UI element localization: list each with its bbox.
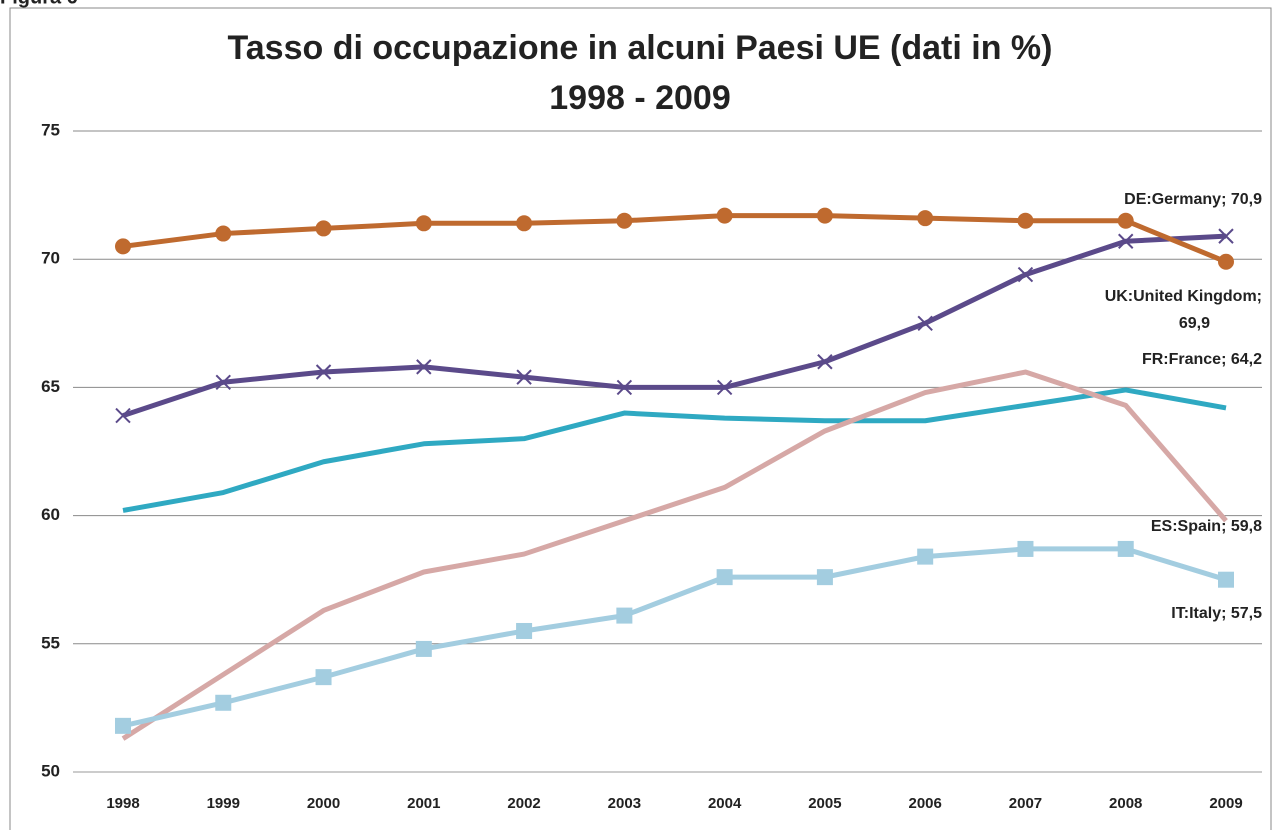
y-tick-label: 60: [41, 505, 60, 524]
marker: [917, 210, 934, 227]
marker: [716, 379, 733, 396]
marker: [215, 225, 232, 242]
marker: [415, 215, 432, 232]
data-label-line: 69,9: [1179, 315, 1210, 332]
marker: [315, 220, 332, 237]
x-tick-label: 2008: [1109, 795, 1142, 812]
marker: [1117, 212, 1134, 229]
marker: [1218, 253, 1234, 270]
marker: [917, 548, 934, 565]
series-line: [122, 233, 1227, 418]
marker: [716, 569, 733, 586]
y-tick-label: 50: [41, 761, 60, 780]
data-label: FR:France; 64,2: [1142, 351, 1262, 368]
marker: [616, 607, 633, 624]
marker: [1118, 233, 1134, 249]
marker: [616, 212, 633, 229]
marker: [1218, 571, 1234, 588]
x-tick-label: 2009: [1209, 795, 1242, 812]
marker: [315, 364, 332, 380]
marker: [215, 694, 232, 711]
marker: [1017, 266, 1034, 283]
x-tick-label: 1998: [106, 795, 139, 812]
x-tick-label: 1999: [207, 795, 240, 812]
chart-frame: [9, 7, 1272, 830]
marker: [516, 622, 533, 639]
x-tick-label: 2004: [708, 795, 742, 812]
marker: [416, 359, 432, 375]
marker: [816, 569, 833, 586]
x-tick-label: 2001: [407, 795, 440, 812]
x-tick-label: 2000: [307, 795, 340, 812]
y-tick-label: 70: [41, 249, 60, 268]
marker: [516, 369, 532, 385]
x-tick-label: 2007: [1009, 795, 1042, 812]
data-label: UK:United Kingdom; 69,9: [1105, 288, 1262, 332]
marker: [115, 238, 131, 255]
marker: [1218, 228, 1234, 244]
marker: [1017, 540, 1034, 557]
data-label: DE:Germany; 70,9: [1124, 191, 1262, 208]
series-line: [122, 387, 1227, 513]
marker: [917, 315, 933, 332]
chart-subtitle: 1998 - 2009: [549, 79, 731, 117]
x-tick-label: 2002: [507, 795, 540, 812]
series-line: [122, 546, 1227, 729]
chart-title: Tasso di occupazione in alcuni Paesi UE …: [228, 29, 1053, 67]
figure-label: Figura 6: [0, 0, 78, 8]
data-label: ES:Spain; 59,8: [1151, 518, 1262, 535]
y-tick-label: 75: [41, 120, 60, 139]
series-line: [121, 369, 1228, 741]
marker: [315, 669, 332, 686]
marker: [817, 354, 833, 370]
marker: [716, 207, 733, 224]
data-label: IT:Italy; 57,5: [1171, 605, 1262, 622]
marker: [215, 374, 231, 390]
marker: [616, 379, 633, 396]
marker: [415, 640, 432, 657]
data-label-line: UK:United Kingdom;: [1105, 288, 1262, 305]
y-tick-label: 55: [41, 633, 60, 652]
y-tick-label: 65: [41, 377, 60, 396]
series-line: [122, 213, 1227, 265]
x-tick-label: 2006: [908, 795, 941, 812]
marker: [1017, 212, 1034, 229]
marker: [1117, 540, 1134, 557]
x-tick-label: 2005: [808, 795, 841, 812]
marker: [816, 207, 833, 224]
marker: [115, 717, 131, 734]
marker: [516, 215, 533, 232]
x-tick-label: 2003: [608, 795, 641, 812]
marker: [115, 407, 131, 424]
